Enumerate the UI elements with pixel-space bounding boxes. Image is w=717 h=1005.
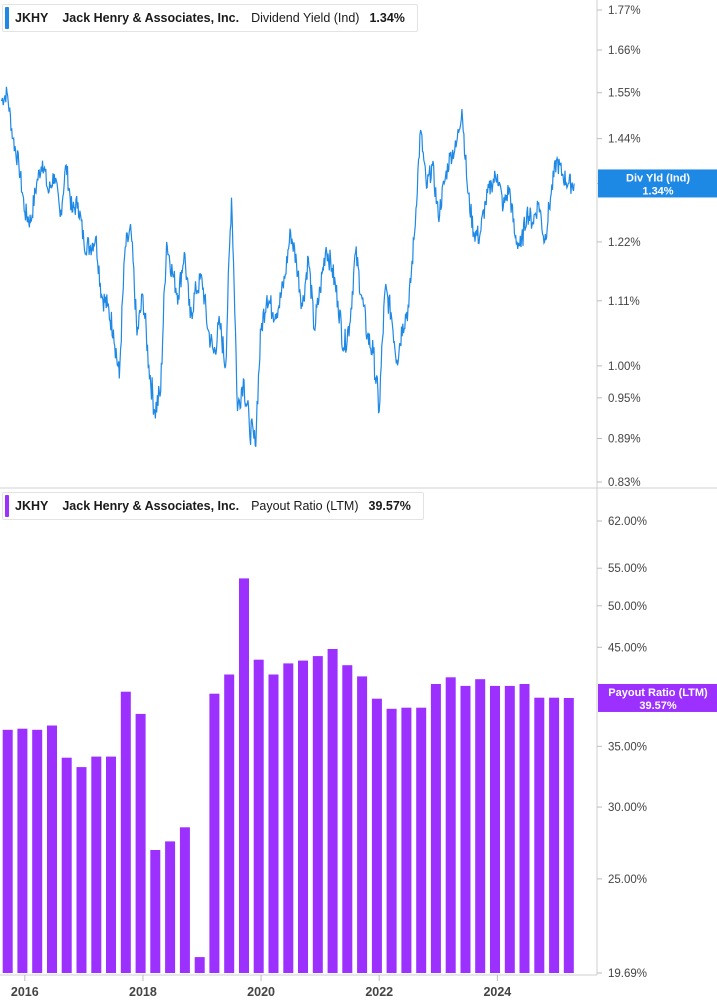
payout-ratio-bar[interactable] [312,656,323,973]
yield-tick-label: 1.55% [608,88,641,100]
payout-ratio-bar[interactable] [430,684,441,973]
payout-tick-label: 62.00% [608,516,647,528]
payout-ratio-bar[interactable] [386,708,397,973]
x-axis: 2016 2018 2020 2022 2024 [0,974,597,999]
payout-ratio-tag-value: 39.57% [639,700,677,712]
legend-company: Jack Henry & Associates, Inc. [62,11,240,25]
payout-ratio-bar[interactable] [549,697,560,973]
payout-ratio-panel: 62.00% 55.00% 50.00% 45.00% 35.00% 30.00% 25.0… [2,516,717,980]
payout-ratio-bars [2,578,574,974]
payout-ratio-bar[interactable] [239,578,249,973]
yield-tick-label: 0.83% [608,477,641,489]
yield-tick-label: 0.95% [608,393,641,405]
payout-tick-label: 55.00% [608,563,647,575]
payout-ratio-bar[interactable] [475,679,486,973]
payout-ratio-bar[interactable] [563,698,574,973]
payout-ratio-legend-swatch [5,495,9,517]
legend-value: 1.34% [369,11,405,25]
payout-ratio-bar[interactable] [519,684,530,973]
payout-ratio-bar[interactable] [490,685,500,973]
legend-metric: Payout Ratio (LTM) [251,499,359,513]
payout-ratio-bar[interactable] [150,850,161,973]
yield-tick-label: 1.77% [608,5,641,17]
payout-ratio-bar[interactable] [342,665,353,973]
payout-ratio-current-tag: Payout Ratio (LTM) 39.57% [598,683,717,712]
payout-ratio-tag-label: Payout Ratio (LTM) [608,687,708,699]
legend-ticker: JKHY [15,499,49,513]
payout-ratio-bar[interactable] [165,841,176,973]
payout-tick-label: 19.69% [608,968,647,980]
payout-ratio-bar[interactable] [445,677,456,973]
legend-metric: Dividend Yield (Ind) [251,11,360,25]
x-tick-label: 2018 [129,985,157,999]
payout-ratio-bar[interactable] [371,698,382,973]
payout-ratio-bar[interactable] [357,676,368,973]
payout-ratio-bar[interactable] [504,685,515,973]
dividend-yield-panel: 1.77% 1.66% 1.55% 1.44% 1.34% 1.22% 1.11% 1.00%… [0,5,717,489]
dividend-yield-tag-value: 1.34% [642,185,673,197]
x-tick-label: 2024 [483,985,511,999]
dividend-yield-tag-bg [598,169,717,198]
yield-tick-label: 1.66% [608,45,641,57]
payout-ratio-y-axis: 62.00% 55.00% 50.00% 45.00% 35.00% 30.00% 25.0… [597,516,647,980]
payout-ratio-tag-bg [598,683,717,712]
dividend-yield-y-axis: 1.77%1.66%1.55%1.44%1.34%1.22%1.11%1.00%… [597,5,641,489]
payout-ratio-bar[interactable] [298,660,308,973]
payout-ratio-bar[interactable] [47,725,57,974]
payout-ratio-bar[interactable] [91,756,102,973]
payout-ratio-bar[interactable] [460,685,471,973]
payout-ratio-bar[interactable] [327,649,338,973]
yield-tick-label: 1.22% [608,237,641,249]
payout-tick-label: 25.00% [608,874,647,886]
legend-company: Jack Henry & Associates, Inc. [62,499,240,513]
payout-ratio-legend[interactable]: JKHY Jack Henry & Associates, Inc. Payou… [2,492,424,520]
payout-ratio-bar[interactable] [32,729,43,973]
payout-ratio-bar[interactable] [106,756,116,973]
payout-ratio-bar[interactable] [2,729,13,973]
payout-ratio-bar[interactable] [61,757,72,973]
payout-ratio-bar[interactable] [224,674,235,974]
payout-tick-label: 35.00% [608,741,647,753]
payout-ratio-bar[interactable] [17,728,28,973]
payout-ratio-bar[interactable] [416,707,427,973]
payout-ratio-bar[interactable] [268,674,279,974]
payout-ratio-bar[interactable] [194,957,205,973]
legend-ticker: JKHY [15,11,49,25]
dividend-yield-tag-label: Div Yld (Ind) [626,172,690,184]
yield-tick-label: 0.89% [608,433,641,445]
yield-tick-label: 1.00% [608,361,641,373]
payout-ratio-bar[interactable] [209,693,220,973]
payout-ratio-bar[interactable] [401,707,412,973]
payout-ratio-bar[interactable] [253,659,264,973]
x-tick-label: 2020 [247,985,275,999]
dividend-yield-legend[interactable]: JKHY Jack Henry & Associates, Inc. Divid… [2,4,418,32]
yield-tick-label: 1.11% [608,296,640,308]
payout-tick-label: 30.00% [608,802,647,814]
payout-tick-label: 45.00% [608,642,647,654]
payout-ratio-bar[interactable] [534,697,545,973]
dividend-yield-legend-swatch [5,7,9,29]
x-tick-label: 2022 [365,985,393,999]
payout-tick-label: 50.00% [608,601,647,613]
dividend-yield-current-tag: Div Yld (Ind) 1.34% [598,169,717,198]
yield-tick-label: 1.44% [608,134,641,146]
payout-ratio-bar[interactable] [76,767,87,973]
payout-ratio-bar[interactable] [135,713,146,973]
payout-ratio-bar[interactable] [179,827,190,973]
payout-ratio-bar[interactable] [283,663,294,973]
dividend-yield-series-line[interactable] [0,86,575,447]
payout-ratio-bar[interactable] [120,691,131,973]
x-tick-label: 2016 [11,985,39,999]
legend-value: 39.57% [368,499,411,513]
